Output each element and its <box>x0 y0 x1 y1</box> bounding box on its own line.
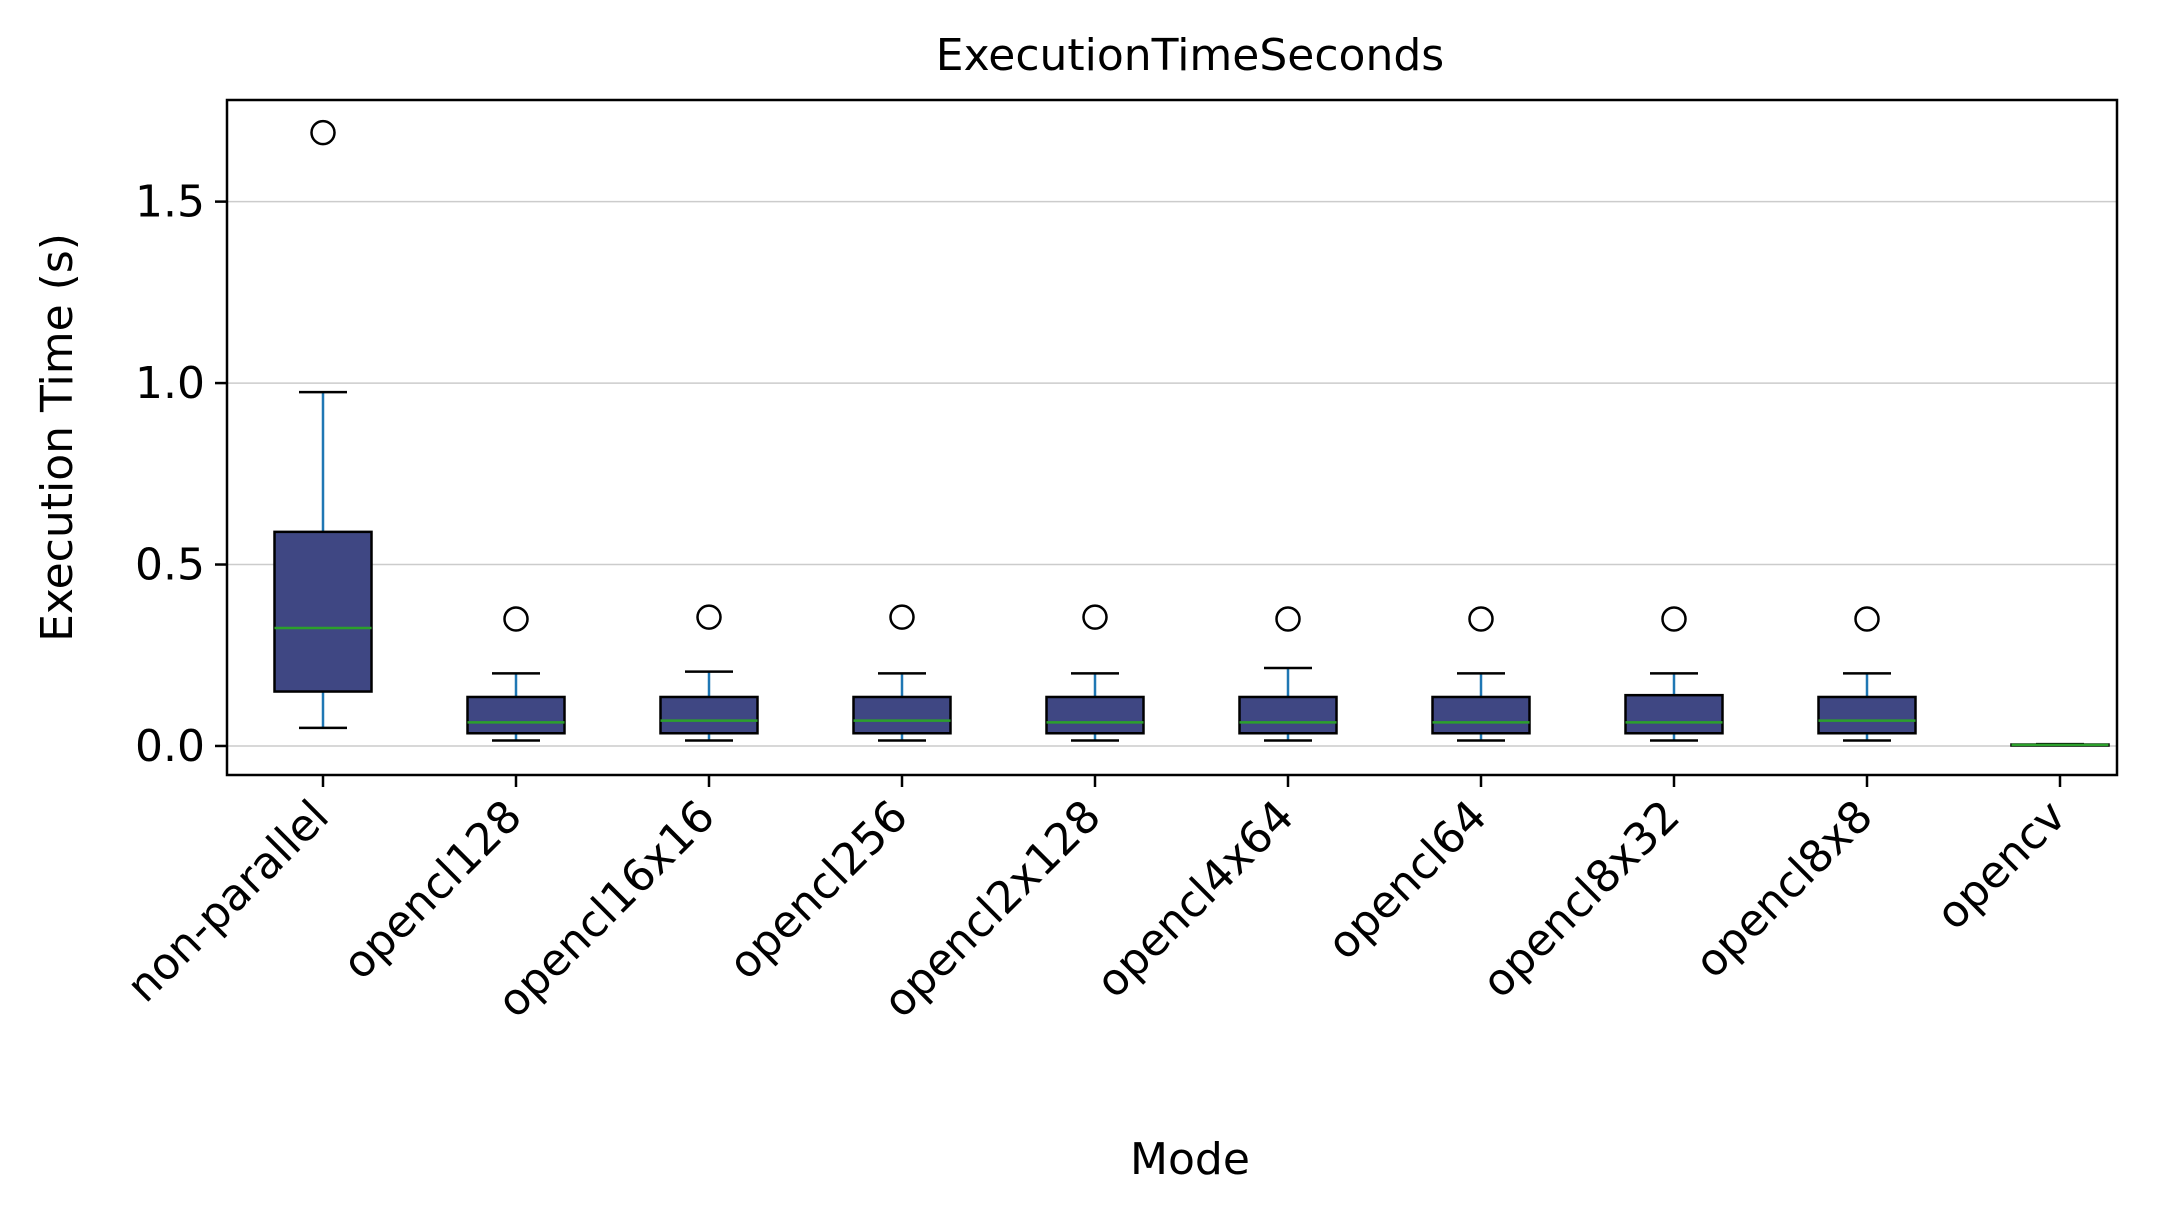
outlier-point <box>1468 606 1494 632</box>
box-group <box>2010 742 2110 747</box>
x-tick-label: opencv <box>1927 791 2076 940</box>
box-iqr <box>659 695 759 735</box>
y-tick-label: 0.5 <box>135 540 205 591</box>
box-group <box>273 119 373 730</box>
box-iqr <box>466 695 566 735</box>
outlier-point <box>1854 606 1880 632</box>
x-tick-label: opencl8x32 <box>1473 791 1690 1008</box>
x-tick-label: opencl64 <box>1318 791 1497 970</box>
box-layer <box>273 119 2110 747</box>
box-group <box>466 606 566 742</box>
outlier-point <box>503 606 529 632</box>
box-group <box>1624 606 1724 742</box>
y-axis-label: Execution Time (s) <box>32 233 83 642</box>
x-axis-ticks: non-parallelopencl128opencl16x16opencl25… <box>117 775 2076 1028</box>
x-tick-label: opencl4x64 <box>1087 791 1304 1008</box>
plot-frame <box>225 98 2119 777</box>
outlier-point <box>889 604 915 630</box>
y-tick-label: 1.5 <box>135 177 205 228</box>
box-iqr <box>1817 695 1917 735</box>
box-group <box>1045 604 1145 742</box>
outlier-point <box>1275 606 1301 632</box>
box-group <box>1431 606 1531 742</box>
outlier-point <box>696 604 722 630</box>
outlier-point <box>1082 604 1108 630</box>
x-axis-label: Mode <box>1130 1134 1250 1185</box>
box-iqr <box>1431 695 1531 735</box>
box-group <box>852 604 952 742</box>
box-group <box>659 604 759 742</box>
box-iqr <box>1624 693 1724 735</box>
grid-lines <box>227 200 2117 747</box>
x-tick-label: opencl256 <box>719 791 918 990</box>
y-axis-ticks: 0.0 0.5 1.0 1.5 <box>135 177 227 772</box>
chart-title: ExecutionTimeSeconds <box>936 30 1444 81</box>
box-iqr <box>852 695 952 735</box>
y-tick-label: 1.0 <box>135 358 205 409</box>
x-tick-label: opencl8x8 <box>1685 791 1882 988</box>
outlier-point <box>310 119 336 146</box>
box-group <box>1238 606 1338 742</box>
y-tick-label: 0.0 <box>135 721 205 772</box>
x-tick-label: non-parallel <box>117 791 339 1013</box>
box-iqr <box>1045 695 1145 735</box>
outlier-point <box>1661 606 1687 632</box>
box-group <box>1817 606 1917 742</box>
box-iqr <box>273 530 373 693</box>
x-tick-label: opencl128 <box>333 791 532 990</box>
box-iqr <box>1238 695 1338 735</box>
